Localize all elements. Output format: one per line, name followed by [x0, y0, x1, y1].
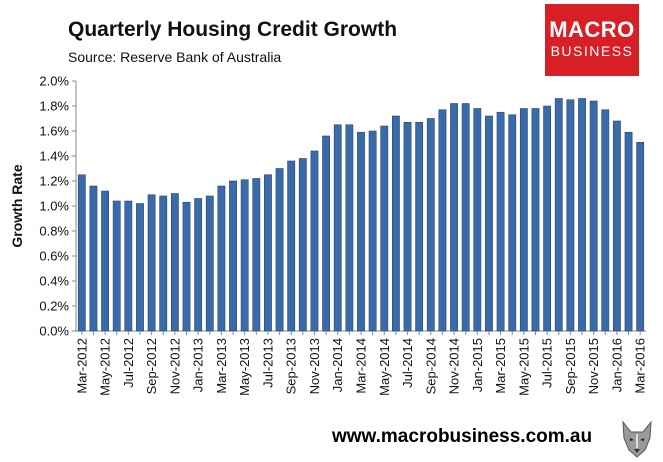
x-tick-label: May-2014 — [377, 338, 392, 396]
x-tick-label: Mar-2014 — [354, 338, 369, 394]
bar — [543, 105, 552, 332]
bar — [252, 178, 261, 332]
x-tick-label: Nov-2014 — [447, 338, 462, 394]
bar — [147, 194, 156, 332]
bar — [601, 109, 610, 332]
bar — [205, 195, 214, 332]
x-tick-label: Jul-2013 — [260, 338, 275, 388]
x-tick-label: Jul-2015 — [540, 338, 555, 388]
y-tick-label: 0.2% — [39, 299, 69, 314]
x-tick-label: Nov-2013 — [307, 338, 322, 394]
bar — [391, 115, 400, 332]
bar — [438, 109, 447, 332]
bar — [229, 180, 237, 332]
bar — [554, 98, 563, 332]
bar — [345, 124, 354, 332]
x-tick-label: Nov-2012 — [167, 338, 182, 394]
bar — [578, 98, 586, 332]
logo-line-2: BUSINESS — [550, 43, 634, 59]
bar — [357, 131, 365, 332]
bar — [310, 150, 319, 332]
bar — [415, 121, 424, 332]
bar — [264, 174, 272, 332]
x-tick-label: Mar-2013 — [214, 338, 229, 394]
logo-line-1: MACRO — [549, 17, 635, 42]
x-tick-label: Sep-2015 — [563, 338, 578, 394]
bar — [182, 201, 191, 332]
x-tick-label: May-2013 — [237, 338, 252, 396]
website-url: www.macrobusiness.com.au — [332, 426, 593, 447]
bar — [566, 99, 575, 332]
bar — [508, 114, 517, 332]
x-tick-label: Sep-2014 — [423, 338, 438, 394]
bar — [485, 115, 493, 332]
y-tick-label: 2.0% — [39, 74, 69, 89]
bar — [170, 193, 179, 332]
x-tick-label: Jan-2015 — [470, 338, 485, 392]
y-tick-label: 0.4% — [39, 274, 69, 289]
y-tick-label: 1.2% — [39, 174, 69, 189]
x-tick-label: Jan-2013 — [191, 338, 206, 392]
bar — [473, 108, 482, 332]
y-tick-label: 1.6% — [39, 124, 69, 139]
x-tick-label: May-2015 — [516, 338, 531, 396]
y-tick-label: 1.4% — [39, 149, 69, 164]
bar — [624, 131, 633, 332]
bar — [194, 198, 203, 332]
bar — [426, 118, 435, 332]
bar — [322, 135, 331, 332]
bar — [240, 179, 249, 332]
chart-title: Quarterly Housing Credit Growth — [68, 18, 398, 41]
bar — [496, 111, 505, 332]
bar — [380, 125, 389, 332]
y-tick-label: 0.0% — [39, 324, 69, 339]
bar — [124, 200, 133, 332]
y-tick-label: 1.8% — [39, 99, 69, 114]
chart-subtitle: Source: Reserve Bank of Australia — [68, 49, 282, 65]
bar — [89, 185, 98, 332]
y-axis-title: Growth Rate — [9, 164, 25, 247]
x-tick-label: Mar-2016 — [633, 338, 648, 394]
bar — [461, 103, 470, 332]
bar — [636, 141, 645, 332]
x-tick-label: Jul-2012 — [121, 338, 136, 388]
bar — [333, 124, 342, 332]
bar — [112, 200, 121, 332]
x-tick-label: Nov-2015 — [586, 338, 601, 394]
bar — [519, 108, 528, 332]
x-tick-label: Mar-2012 — [74, 338, 89, 394]
bar — [298, 158, 307, 332]
bar — [403, 121, 412, 332]
wolf-icon — [622, 420, 652, 458]
x-tick-label: Jul-2014 — [400, 338, 415, 388]
bar-chart: 0.0% 0.2% 0.4% 0.6% 0.8% 1.0% 1.2% 1.4% 1.6% 1.8%… — [9, 74, 648, 396]
x-tick-label: Sep-2013 — [284, 338, 299, 394]
bar — [136, 203, 144, 332]
x-tick-label: Jan-2016 — [609, 338, 624, 392]
y-tick-label: 1.0% — [39, 199, 69, 214]
bar — [101, 190, 109, 332]
bar — [450, 103, 458, 332]
bar — [531, 108, 540, 332]
bar — [613, 120, 621, 332]
bar — [368, 130, 377, 332]
x-tick-label: Jan-2014 — [330, 338, 345, 392]
bar — [159, 195, 168, 332]
bar — [589, 100, 598, 332]
x-tick-label: Mar-2015 — [493, 338, 508, 394]
bar — [287, 160, 296, 332]
x-tick-label: May-2012 — [98, 338, 113, 396]
bar — [217, 185, 226, 332]
bar — [275, 168, 284, 332]
macrobusiness-logo: MACRO BUSINESS — [545, 4, 639, 76]
y-tick-label: 0.6% — [39, 249, 69, 264]
y-tick-label: 0.8% — [39, 224, 69, 239]
x-tick-label: Sep-2012 — [144, 338, 159, 394]
bar — [77, 174, 86, 332]
